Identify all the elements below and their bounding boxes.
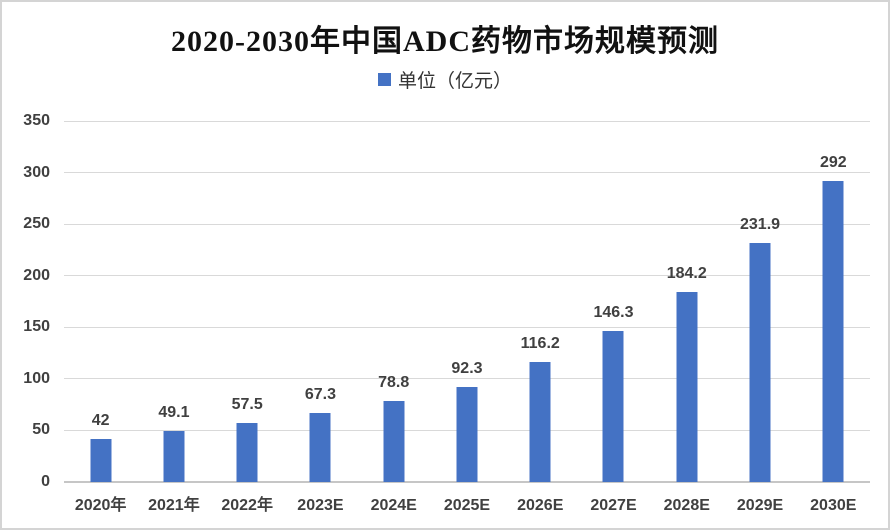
gridline bbox=[64, 172, 870, 174]
bar-column: 231.9 2029E bbox=[723, 121, 796, 514]
y-axis-tick-label: 150 bbox=[23, 318, 50, 336]
bar-value-label: 116.2 bbox=[520, 335, 560, 353]
bar-column: 92.3 2025E bbox=[430, 121, 503, 514]
bar-column: 292 2030E bbox=[797, 121, 870, 514]
y-axis-tick-label: 300 bbox=[23, 163, 50, 181]
y-axis: 0 50 100 150 200 250 300 350 bbox=[2, 113, 50, 490]
bar-value-label: 92.3 bbox=[451, 359, 483, 377]
legend-marker-icon bbox=[377, 73, 391, 86]
bar-value-label: 78.8 bbox=[378, 373, 410, 391]
bar-value-label: 49.1 bbox=[158, 404, 190, 422]
bar-value-label: 42 bbox=[91, 411, 110, 429]
bar bbox=[529, 362, 551, 482]
bar-value-label: 184.2 bbox=[666, 265, 707, 283]
bar-column: 67.3 2023E bbox=[284, 121, 357, 514]
plot-area: 42 2020年 49.1 2021年 57.5 2022年 67.3 2023E 78.8 20… bbox=[64, 120, 870, 514]
bar-column: 42 2020年 bbox=[64, 121, 137, 514]
gridline bbox=[64, 378, 870, 380]
bar-value-label: 146.3 bbox=[593, 304, 634, 322]
bar-column: 184.2 2028E bbox=[650, 121, 723, 514]
gridline bbox=[64, 275, 870, 277]
y-axis-tick-label: 250 bbox=[23, 215, 50, 233]
gridline bbox=[64, 326, 870, 328]
x-axis-tick-label: 2022年 bbox=[221, 497, 273, 514]
gridline bbox=[64, 223, 870, 225]
x-axis-tick-label: 2023E bbox=[297, 497, 344, 514]
bar bbox=[749, 242, 771, 482]
bar-value-label: 57.5 bbox=[231, 395, 263, 413]
bar bbox=[236, 422, 258, 482]
x-axis-line bbox=[64, 481, 870, 483]
bar bbox=[383, 400, 405, 482]
bar bbox=[676, 292, 698, 482]
y-axis-tick-label: 50 bbox=[32, 421, 50, 439]
bar bbox=[90, 438, 112, 482]
x-axis-tick-label: 2020年 bbox=[74, 497, 127, 514]
bar bbox=[163, 431, 185, 482]
x-axis-tick-label: 2028E bbox=[663, 497, 710, 514]
bar-column: 49.1 2021年 bbox=[137, 121, 210, 514]
y-axis-tick-label: 350 bbox=[23, 112, 50, 129]
x-axis-tick-label: 2027E bbox=[590, 497, 637, 514]
bar-column: 116.2 2026E bbox=[504, 121, 577, 514]
bar-value-label: 67.3 bbox=[304, 385, 336, 403]
bar bbox=[602, 331, 624, 482]
bar bbox=[309, 412, 331, 482]
bar-column: 78.8 2024E bbox=[357, 121, 430, 514]
legend: 单位（亿元） bbox=[2, 66, 888, 93]
y-axis-tick-label: 0 bbox=[41, 473, 50, 490]
bar-value-label: 292 bbox=[819, 153, 847, 171]
y-axis-tick-label: 200 bbox=[23, 266, 50, 284]
legend-label: 单位（亿元） bbox=[397, 71, 512, 92]
bar-series: 42 2020年 49.1 2021年 57.5 2022年 67.3 2023E 78.8 20… bbox=[64, 121, 870, 514]
x-axis-tick-label: 2029E bbox=[736, 497, 784, 514]
x-axis-tick-label: 2030E bbox=[810, 497, 857, 514]
x-axis-tick-label: 2025E bbox=[443, 497, 491, 514]
y-axis-tick-label: 100 bbox=[23, 369, 50, 387]
gridline bbox=[64, 120, 870, 122]
bar bbox=[456, 386, 478, 482]
x-axis-tick-label: 2021年 bbox=[148, 497, 200, 514]
bar-column: 57.5 2022年 bbox=[211, 121, 284, 514]
chart-title: 2020-2030年中国ADC药物市场规模预测 bbox=[171, 25, 719, 58]
x-axis-tick-label: 2026E bbox=[517, 497, 564, 514]
bar bbox=[822, 180, 844, 482]
bar-column: 146.3 2027E bbox=[577, 121, 650, 514]
bar-value-label: 231.9 bbox=[740, 215, 781, 233]
x-axis-tick-label: 2024E bbox=[370, 497, 417, 514]
